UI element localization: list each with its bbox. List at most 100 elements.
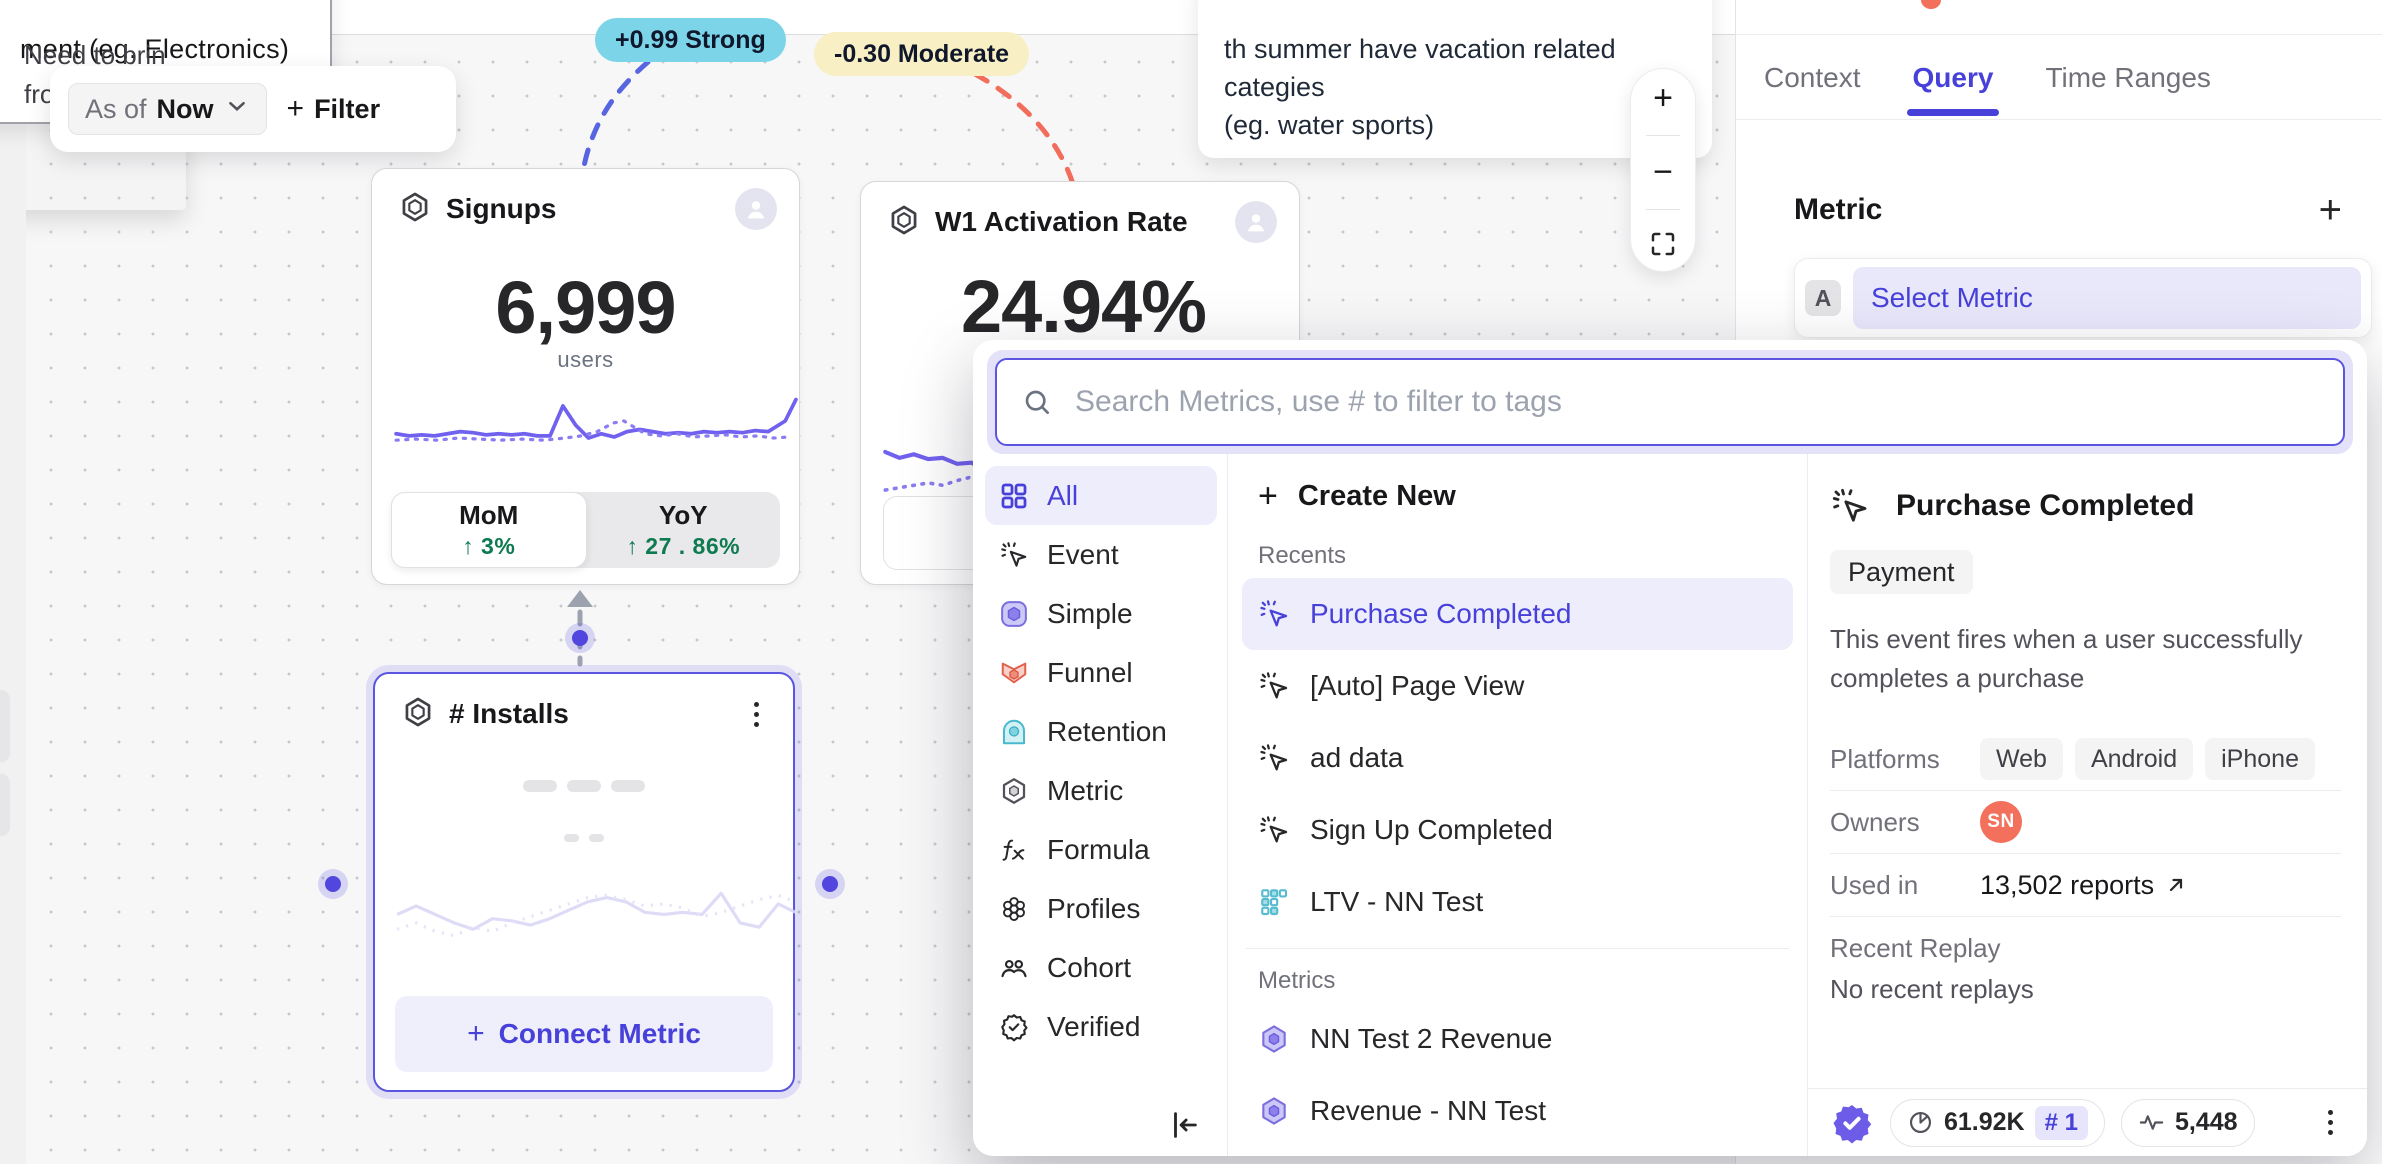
category-item[interactable]: Verified bbox=[985, 997, 1217, 1056]
event-icon bbox=[1258, 670, 1290, 702]
recent-metric-item[interactable]: Sign Up Completed bbox=[1242, 794, 1793, 866]
plus-icon: + bbox=[1258, 477, 1278, 515]
canvas-toolbar: As of Now + Filter bbox=[50, 66, 456, 152]
left-edge-tool-handle[interactable] bbox=[0, 690, 10, 762]
metric-list-column: + Create New Recents Purchase Completed … bbox=[1228, 454, 1808, 1156]
event-icon bbox=[1258, 742, 1290, 774]
plus-icon: + bbox=[286, 92, 305, 125]
volume-stat-pill[interactable]: 61.92K # 1 bbox=[1890, 1098, 2105, 1147]
recent-replay-value: No recent replays bbox=[1830, 974, 2034, 1004]
connector-dot-top[interactable] bbox=[572, 630, 588, 646]
tag-chip[interactable]: Payment bbox=[1830, 550, 1973, 594]
retention-icon bbox=[999, 717, 1029, 747]
platform-chip: iPhone bbox=[2205, 738, 2315, 780]
select-metric-button[interactable]: Select Metric bbox=[1853, 267, 2361, 329]
category-item[interactable]: Cohort bbox=[985, 938, 1217, 997]
filter-label: Filter bbox=[314, 93, 381, 124]
connect-metric-button[interactable]: + Connect Metric bbox=[395, 996, 773, 1072]
card-title: # Installs bbox=[449, 698, 569, 729]
left-edge-tool-handle[interactable] bbox=[0, 774, 10, 836]
profiles-icon bbox=[999, 894, 1029, 924]
sparkline-chart bbox=[394, 397, 798, 442]
category-item[interactable]: Funnel bbox=[985, 643, 1217, 702]
metric-item-clipped[interactable] bbox=[1242, 1147, 1793, 1156]
sticky-note-summer[interactable]: th summer have vacation related categies… bbox=[1198, 0, 1712, 158]
connector-dot-right[interactable] bbox=[822, 876, 838, 892]
zoom-controls: + − bbox=[1630, 68, 1696, 272]
note-text: ment (eg. Electronics) bbox=[20, 34, 290, 64]
yoy-label: YoY bbox=[658, 500, 708, 530]
metric-card-installs[interactable]: # Installs + Connect Metric bbox=[373, 672, 796, 1092]
metric-search-input[interactable]: Search Metrics, use # to filter to tags bbox=[995, 358, 2345, 446]
more-options-icon[interactable] bbox=[2315, 1110, 2345, 1135]
metric-item[interactable]: Revenue - NN Test bbox=[1242, 1075, 1793, 1147]
add-metric-button[interactable]: + bbox=[2318, 188, 2342, 232]
metric-slot-a: A Select Metric bbox=[1794, 258, 2372, 338]
recent-metric-item[interactable]: ad data bbox=[1242, 722, 1793, 794]
more-options-icon[interactable] bbox=[741, 701, 771, 727]
panel-tab[interactable]: Context bbox=[1764, 62, 1861, 93]
metric-card-signups[interactable]: Signups 6,999 users MoM ↑ 3% YoY ↑ 27 . … bbox=[371, 168, 800, 585]
used-in-label: Used in bbox=[1830, 869, 1919, 900]
recents-label: Recents bbox=[1258, 542, 1347, 569]
used-in-link[interactable]: 13,502 reports bbox=[1980, 870, 2188, 901]
recent-metric-item[interactable]: Purchase Completed bbox=[1242, 578, 1793, 650]
note-line2: (eg. water sports) bbox=[1224, 110, 1435, 140]
verified-badge-icon bbox=[1830, 1101, 1874, 1145]
ghost-sparkline bbox=[396, 891, 796, 938]
queries-stat-pill[interactable]: 5,448 bbox=[2121, 1098, 2255, 1147]
panel-tab[interactable]: Time Ranges bbox=[2045, 62, 2211, 93]
as-of-dropdown[interactable]: As of Now bbox=[68, 83, 267, 135]
correlation-badge-strong[interactable]: +0.99 Strong bbox=[595, 18, 786, 62]
funnel-icon bbox=[999, 658, 1029, 688]
search-icon bbox=[1021, 386, 1053, 418]
hexmetric-icon bbox=[1258, 1023, 1290, 1055]
metric-value: 24.94% bbox=[961, 265, 1207, 348]
detail-title: Purchase Completed bbox=[1896, 489, 2195, 522]
metric-item[interactable]: NN Test 2 Revenue bbox=[1242, 1003, 1793, 1075]
category-item[interactable]: Simple bbox=[985, 584, 1217, 643]
fit-screen-button[interactable] bbox=[1631, 229, 1695, 259]
recent-metric-item[interactable]: LTV - NN Test bbox=[1242, 866, 1793, 938]
plus-icon: + bbox=[467, 1017, 485, 1050]
zoom-out-button[interactable]: − bbox=[1653, 153, 1673, 191]
add-filter-button[interactable]: + Filter bbox=[287, 94, 381, 125]
hexmetric-icon bbox=[1258, 1095, 1290, 1127]
card-title: Signups bbox=[446, 193, 557, 224]
yoy-toggle[interactable]: YoY ↑ 27 . 86% bbox=[587, 492, 781, 568]
create-new-button[interactable]: + Create New bbox=[1242, 468, 1793, 524]
connector-dot-left[interactable] bbox=[325, 876, 341, 892]
category-item[interactable]: Formula bbox=[985, 820, 1217, 879]
metric-icon bbox=[999, 776, 1029, 806]
slot-letter-badge: A bbox=[1805, 280, 1841, 316]
mom-toggle[interactable]: MoM ↑ 3% bbox=[391, 492, 587, 568]
category-item[interactable]: All bbox=[985, 466, 1217, 525]
search-placeholder: Search Metrics, use # to filter to tags bbox=[1075, 385, 1562, 418]
note-line1: Need to brin bbox=[24, 40, 166, 70]
hexagon-metric-icon bbox=[401, 695, 435, 734]
collapse-panel-icon[interactable] bbox=[1167, 1108, 1201, 1142]
platform-chip: Android bbox=[2074, 738, 2194, 780]
recent-metric-item[interactable]: [Auto] Page View bbox=[1242, 650, 1793, 722]
correlation-badge-moderate[interactable]: -0.30 Moderate bbox=[814, 32, 1030, 76]
mom-value: ↑ 3% bbox=[462, 533, 516, 559]
zoom-in-button[interactable]: + bbox=[1653, 79, 1673, 117]
category-item[interactable]: Retention bbox=[985, 702, 1217, 761]
detail-description: This event fires when a user successfull… bbox=[1830, 624, 2303, 693]
panel-tab[interactable]: Query bbox=[1906, 54, 2000, 116]
category-item[interactable]: Event bbox=[985, 525, 1217, 584]
category-item[interactable]: Profiles bbox=[985, 879, 1217, 938]
simple-icon bbox=[999, 599, 1029, 629]
metric-section-title: Metric bbox=[1794, 193, 1883, 226]
avatar[interactable] bbox=[735, 188, 777, 230]
detail-footer: 61.92K # 1 5,448 bbox=[1808, 1088, 2367, 1156]
cohort-icon bbox=[999, 953, 1029, 983]
hexagon-metric-icon bbox=[887, 203, 921, 242]
category-item[interactable]: Metric bbox=[985, 761, 1217, 820]
grid-icon bbox=[999, 481, 1029, 511]
card-title: W1 Activation Rate bbox=[935, 206, 1188, 237]
owners-label: Owners bbox=[1830, 806, 1920, 837]
avatar[interactable] bbox=[1235, 201, 1277, 243]
owner-avatar[interactable]: SN bbox=[1980, 801, 2022, 843]
